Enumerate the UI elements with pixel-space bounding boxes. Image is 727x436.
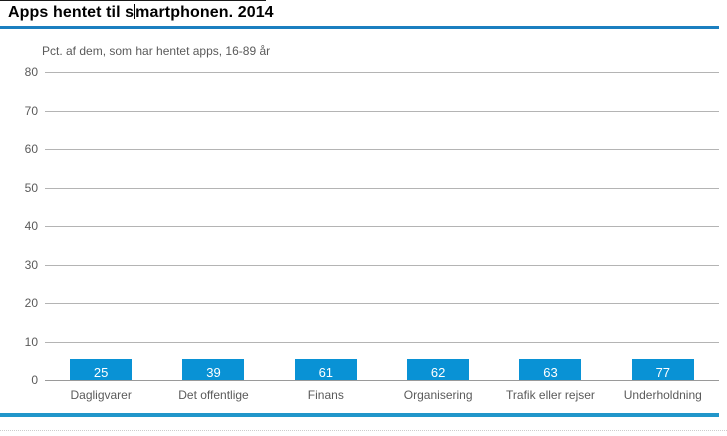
y-tick-label: 70: [24, 103, 38, 118]
x-axis-labels: Dagligvarer Det offentlige Finans Organiser…: [45, 388, 719, 402]
x-category-label: Finans: [307, 388, 344, 402]
bars: 25 39 61 62 63 77: [45, 72, 719, 380]
chart-bottom-rule: [0, 413, 719, 417]
x-category-label: Trafik eller rejser: [506, 388, 595, 402]
text-caret: [134, 4, 136, 19]
bar-value-label: 25: [93, 365, 109, 380]
y-tick-label: 20: [24, 296, 38, 310]
bar-value-label: 77: [655, 365, 671, 380]
x-category-label: Organisering: [403, 388, 473, 402]
x-category-label: Underholdning: [623, 388, 702, 402]
x-axis-line: [45, 380, 719, 381]
bar-value-label: 62: [430, 365, 446, 380]
bar-value-label: 39: [206, 365, 221, 380]
plot-area: 25 39 61 62 63 77: [45, 72, 719, 381]
page-title-text-before-caret: Apps hentet til s: [8, 4, 135, 21]
chart-subtitle: Pct. af dem, som har hentet apps, 16-89 …: [42, 44, 271, 58]
page-title[interactable]: Apps hentet til smartphonen. 2014: [8, 4, 274, 22]
bar: 62: [407, 359, 470, 380]
y-tick-label: 40: [24, 219, 38, 233]
bar: 77: [631, 359, 694, 380]
y-tick-label: 60: [24, 142, 38, 156]
bar-value-label: 61: [318, 365, 334, 380]
gridline: [45, 149, 719, 150]
gridline: [45, 72, 719, 73]
bar-slot: 77: [607, 359, 719, 380]
y-tick-label: 0: [31, 373, 38, 387]
y-tick-label: 30: [24, 257, 38, 272]
bar-slot: 63: [494, 359, 606, 380]
bottom-dotted-line: [0, 430, 727, 431]
gridline: [45, 110, 719, 112]
y-tick-label: 50: [24, 180, 38, 195]
bar-slot: 61: [270, 359, 382, 380]
x-category-label: Dagligvarer: [70, 388, 132, 402]
title-top-border: [0, 0, 266, 1]
x-category-label: Det offentlige: [178, 388, 249, 402]
y-tick-label: 80: [24, 65, 38, 79]
y-tick-label: 10: [24, 334, 38, 349]
bar-slot: 25: [45, 359, 157, 380]
gridline: [45, 303, 719, 304]
gridline: [45, 341, 719, 343]
bar-slot: 39: [157, 359, 269, 380]
bar: 61: [294, 359, 357, 380]
gridline: [45, 264, 719, 266]
bar: 39: [182, 359, 245, 380]
bar: 63: [519, 359, 582, 380]
gridline: [45, 226, 719, 227]
bar-slot: 62: [382, 359, 494, 380]
title-underline-rule: [0, 26, 719, 29]
bar-value-label: 63: [543, 365, 558, 380]
page-title-text-after-caret: martphonen. 2014: [135, 4, 274, 21]
gridline: [45, 187, 719, 189]
bar: 25: [70, 359, 133, 380]
